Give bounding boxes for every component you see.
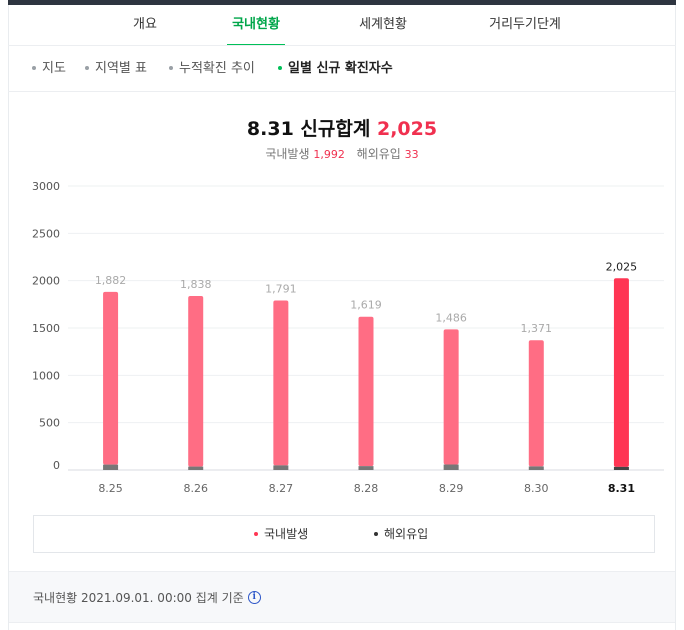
chart-legend: 국내발생 해외유입: [33, 515, 655, 553]
legend-domestic: 국내발생: [254, 516, 308, 552]
bar-value-label: 1,371: [521, 322, 553, 335]
x-tick-label: 8.31: [608, 482, 635, 495]
bar-overseas: [103, 464, 119, 470]
summary-breakdown: 국내발생 1,992 해외유입 33: [8, 145, 676, 162]
subtab-region-table-label: 지역별 표: [95, 61, 147, 76]
x-tick-label: 8.28: [354, 482, 379, 495]
bar-overseas: [273, 465, 289, 470]
overseas-value: 33: [404, 148, 419, 161]
bar-domestic: [358, 316, 374, 467]
tab-world[interactable]: 세계현황: [359, 17, 407, 32]
subtabs-divider: [8, 91, 676, 92]
domestic-label: 국내발생: [265, 147, 310, 161]
bar-value-label: 1,486: [435, 311, 467, 324]
tabs-divider: [8, 45, 676, 46]
y-tick-label: 2500: [32, 227, 60, 240]
main-tabs: 개요 국내현황 세계현황 거리두기단계: [8, 5, 676, 46]
panel-frame: [8, 5, 676, 630]
legend-overseas: 해외유입: [374, 516, 428, 552]
x-tick-label: 8.29: [439, 482, 464, 495]
bar-overseas: [358, 466, 374, 470]
y-tick-label: 1000: [32, 369, 60, 382]
y-tick-label: 500: [39, 417, 60, 430]
tab-domestic[interactable]: 국내현황: [227, 5, 285, 46]
footer-text-row: 국내현황 2021.09.01. 00:00 집계 기준 i: [33, 572, 261, 624]
bar-overseas: [443, 464, 459, 470]
bar-value-label: 2,025: [606, 260, 638, 273]
subtab-map[interactable]: 지도: [32, 46, 66, 92]
bar-domestic: [528, 340, 544, 467]
bullet-dot: [32, 65, 36, 70]
legend-overseas-label: 해외유입: [384, 527, 429, 541]
y-tick-label: 0: [53, 459, 60, 472]
summary-title: 8.31 신규합계 2,025: [8, 114, 676, 141]
y-tick-label: 1500: [32, 322, 60, 335]
x-tick-label: 8.25: [98, 482, 123, 495]
x-tick-label: 8.30: [524, 482, 549, 495]
sub-tabs: 지도 지역별 표 누적확진 추이 일별 신규 확진자수: [8, 46, 676, 92]
bar-domestic: [188, 296, 204, 467]
footer: 국내현황 2021.09.01. 00:00 집계 기준 i: [9, 571, 675, 623]
info-icon[interactable]: i: [247, 591, 261, 604]
summary-label: 신규합계: [300, 118, 371, 140]
overseas-label: 해외유입: [356, 147, 401, 161]
tab-domestic-label: 국내현황: [232, 17, 280, 32]
subtab-daily-new[interactable]: 일별 신규 확진자수: [278, 46, 393, 92]
top-bar: [8, 0, 676, 5]
bar-overseas: [613, 466, 629, 470]
bar-value-label: 1,838: [180, 278, 212, 291]
y-tick-label: 2000: [32, 275, 60, 288]
summary-date: 8.31: [246, 118, 294, 140]
bullet-dot: [85, 65, 89, 70]
bar-domestic: [103, 291, 119, 465]
domestic-value: 1,992: [313, 148, 345, 161]
bar-value-label: 1,882: [95, 274, 127, 287]
legend-domestic-label: 국내발생: [264, 527, 309, 541]
legend-overseas-dot: [374, 531, 378, 536]
bar-overseas: [528, 466, 544, 470]
bar-overseas: [188, 466, 204, 470]
footer-text: 국내현황 2021.09.01. 00:00 집계 기준: [33, 591, 244, 605]
subtab-region-table[interactable]: 지역별 표: [85, 46, 147, 92]
bar-domestic: [443, 329, 459, 465]
subtab-daily-new-label: 일별 신규 확진자수: [288, 61, 393, 76]
subtab-cumulative[interactable]: 누적확진 추이: [169, 46, 255, 92]
bar-domestic: [273, 300, 289, 466]
x-tick-label: 8.26: [183, 482, 208, 495]
tab-overview[interactable]: 개요: [133, 17, 157, 32]
subtab-cumulative-label: 누적확진 추이: [179, 61, 255, 76]
summary-total: 2,025: [376, 118, 438, 140]
tab-distancing[interactable]: 거리두기단계: [489, 17, 561, 32]
legend-domestic-dot: [254, 531, 258, 536]
bar-value-label: 1,791: [265, 282, 297, 295]
subtab-map-label: 지도: [42, 61, 66, 76]
bar-value-label: 1,619: [350, 299, 382, 312]
y-tick-label: 3000: [32, 180, 60, 193]
daily-cases-chart: 0 500 1000 1500 2000 2500 3000 1,882 8.25 1,838 8.…: [32, 180, 664, 495]
bullet-dot-active: [278, 65, 282, 70]
bar-domestic: [613, 278, 629, 467]
x-tick-label: 8.27: [269, 482, 294, 495]
bullet-dot: [169, 65, 173, 70]
